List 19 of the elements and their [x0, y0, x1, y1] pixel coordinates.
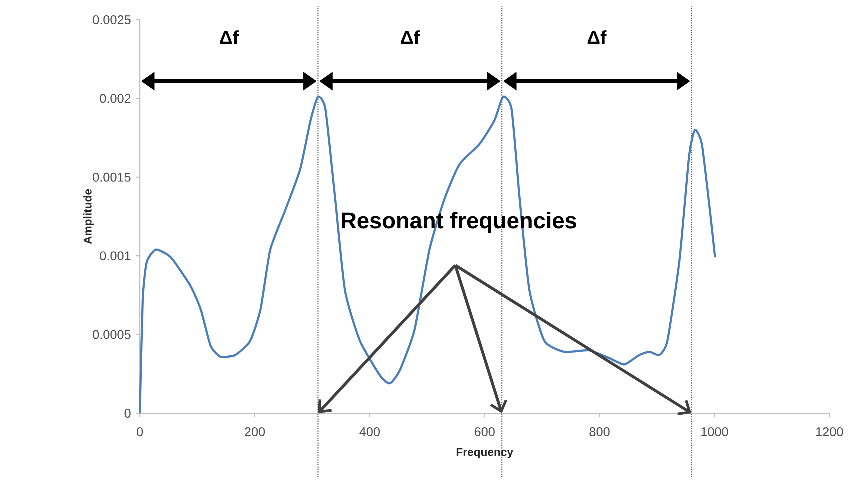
x-tick-label: 200	[245, 428, 266, 437]
y-tick-label: 0	[124, 409, 131, 418]
x-tick-label: 0	[137, 428, 144, 437]
y-tick-label: 0.002	[100, 94, 131, 104]
y-tick-label: 0.001	[100, 252, 131, 261]
annotation: Δf	[401, 30, 420, 44]
x-tick-label: 1000	[702, 428, 728, 437]
annotation: Δf	[220, 30, 239, 44]
x-tick-label: 800	[590, 428, 610, 437]
x-tick-label: 600	[474, 428, 495, 437]
x-axis-title: Frequency	[456, 448, 514, 459]
y-tick-label: 0.0005	[93, 330, 131, 340]
x-tick-label: 400	[360, 428, 380, 437]
y-tick-label: 0.0025	[93, 16, 131, 25]
y-axis-title: Amplitude	[84, 190, 94, 244]
x-tick-label: 1200	[816, 428, 844, 437]
annotation: Δf	[588, 30, 607, 44]
y-tick-label: 0.0015	[93, 173, 131, 182]
line-series	[138, 96, 716, 415]
